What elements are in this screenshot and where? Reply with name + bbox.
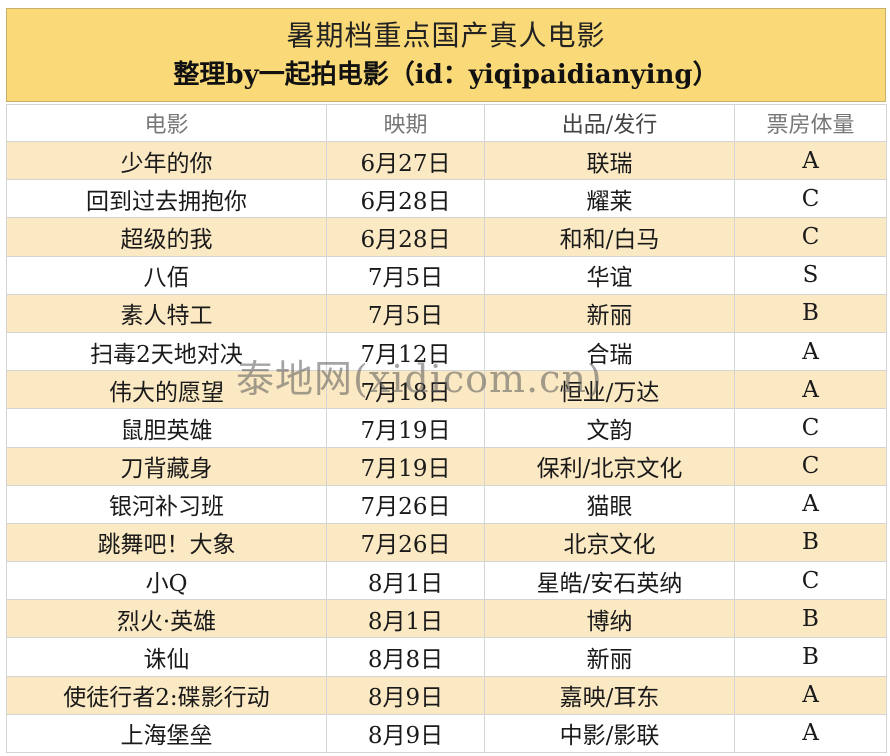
cell-film: 扫毒2天地对决: [6, 331, 327, 372]
cell-tier: A: [734, 713, 887, 754]
cell-studio: 华谊: [484, 255, 735, 295]
cell-film: 银河补习班: [6, 484, 327, 524]
table-row: 伟大的愿望 7月18日 恒业/万达 A: [6, 370, 887, 410]
table-row: 超级的我 6月28日 和和/白马 C: [6, 217, 887, 257]
table-row: 素人特工 7月5日 新丽 B: [6, 293, 887, 333]
table-row: 八佰 7月5日 华谊 S: [6, 255, 887, 295]
cell-tier: B: [734, 599, 887, 639]
cell-film: 少年的你: [6, 140, 327, 181]
header-tier: 票房体量: [734, 104, 887, 142]
cell-film: 伟大的愿望: [6, 370, 327, 410]
cell-studio: 新丽: [484, 637, 735, 677]
cell-studio: 和和/白马: [484, 217, 735, 257]
table-row: 鼠胆英雄 7月19日 文韵 C: [6, 408, 887, 448]
table-row: 小Q 8月1日 星皓/安石英纳 C: [6, 561, 887, 601]
cell-film: 烈火·英雄: [6, 599, 327, 639]
cell-film: 八佰: [6, 255, 327, 295]
cell-date: 7月5日: [326, 255, 485, 295]
sheet-title: 暑期档重点国产真人电影: [286, 19, 606, 52]
cell-date: 6月28日: [326, 179, 485, 219]
table-row: 诛仙 8月8日 新丽 B: [6, 637, 887, 677]
table-row: 使徒行者2:碟影行动 8月9日 嘉映/耳东 A: [6, 675, 887, 715]
table-row: 上海堡垒 8月9日 中影/影联 A: [6, 713, 887, 754]
cell-film: 超级的我: [6, 217, 327, 257]
cell-date: 7月5日: [326, 293, 485, 333]
cell-tier: C: [734, 408, 887, 448]
cell-date: 8月8日: [326, 637, 485, 677]
cell-studio: 联瑞: [484, 140, 735, 181]
cell-date: 8月1日: [326, 599, 485, 639]
cell-date: 7月18日: [326, 370, 485, 410]
cell-film: 跳舞吧！大象: [6, 522, 327, 563]
cell-date: 7月12日: [326, 331, 485, 372]
cell-studio: 保利/北京文化: [484, 446, 735, 486]
movie-table: 电影 映期 出品/发行 票房体量 少年的你 6月27日 联瑞 A 回到过去拥抱你 6月28…: [6, 104, 887, 754]
cell-film: 鼠胆英雄: [6, 408, 327, 448]
cell-studio: 中影/影联: [484, 713, 735, 754]
cell-film: 刀背藏身: [6, 446, 327, 486]
cell-tier: B: [734, 293, 887, 333]
table-row: 刀背藏身 7月19日 保利/北京文化 C: [6, 446, 887, 486]
cell-studio: 猫眼: [484, 484, 735, 524]
cell-film: 上海堡垒: [6, 713, 327, 754]
header-date: 映期: [326, 104, 485, 142]
sheet-subtitle: 整理by一起拍电影（id：yiqipaidianying）: [173, 60, 719, 90]
header-film: 电影: [6, 104, 327, 142]
cell-film: 小Q: [6, 561, 327, 601]
cell-studio: 文韵: [484, 408, 735, 448]
cell-tier: A: [734, 140, 887, 181]
cell-studio: 嘉映/耳东: [484, 675, 735, 715]
table-header-row: 电影 映期 出品/发行 票房体量: [6, 104, 887, 142]
cell-studio: 新丽: [484, 293, 735, 333]
cell-date: 7月26日: [326, 522, 485, 563]
table-row: 跳舞吧！大象 7月26日 北京文化 B: [6, 522, 887, 563]
cell-date: 8月1日: [326, 561, 485, 601]
header-studio: 出品/发行: [484, 104, 735, 142]
cell-tier: C: [734, 217, 887, 257]
sheet-title-block: 暑期档重点国产真人电影 整理by一起拍电影（id：yiqipaidianying…: [6, 8, 886, 102]
cell-studio: 恒业/万达: [484, 370, 735, 410]
cell-film: 诛仙: [6, 637, 327, 677]
cell-tier: C: [734, 561, 887, 601]
table-row: 少年的你 6月27日 联瑞 A: [6, 140, 887, 181]
cell-studio: 星皓/安石英纳: [484, 561, 735, 601]
cell-studio: 耀莱: [484, 179, 735, 219]
cell-tier: C: [734, 446, 887, 486]
cell-tier: A: [734, 675, 887, 715]
cell-date: 8月9日: [326, 713, 485, 754]
cell-film: 素人特工: [6, 293, 327, 333]
cell-tier: B: [734, 637, 887, 677]
cell-tier: A: [734, 370, 887, 410]
cell-studio: 博纳: [484, 599, 735, 639]
cell-date: 7月19日: [326, 446, 485, 486]
cell-tier: A: [734, 484, 887, 524]
cell-studio: 北京文化: [484, 522, 735, 563]
table-row: 银河补习班 7月26日 猫眼 A: [6, 484, 887, 524]
cell-studio: 合瑞: [484, 331, 735, 372]
cell-tier: S: [734, 255, 887, 295]
table-row: 扫毒2天地对决 7月12日 合瑞 A: [6, 331, 887, 372]
cell-date: 7月26日: [326, 484, 485, 524]
cell-date: 6月27日: [326, 140, 485, 181]
cell-date: 6月28日: [326, 217, 485, 257]
cell-date: 8月9日: [326, 675, 485, 715]
cell-film: 使徒行者2:碟影行动: [6, 675, 327, 715]
cell-tier: A: [734, 331, 887, 372]
table-row: 烈火·英雄 8月1日 博纳 B: [6, 599, 887, 639]
table-row: 回到过去拥抱你 6月28日 耀莱 C: [6, 179, 887, 219]
cell-tier: C: [734, 179, 887, 219]
cell-tier: B: [734, 522, 887, 563]
cell-date: 7月19日: [326, 408, 485, 448]
cell-film: 回到过去拥抱你: [6, 179, 327, 219]
